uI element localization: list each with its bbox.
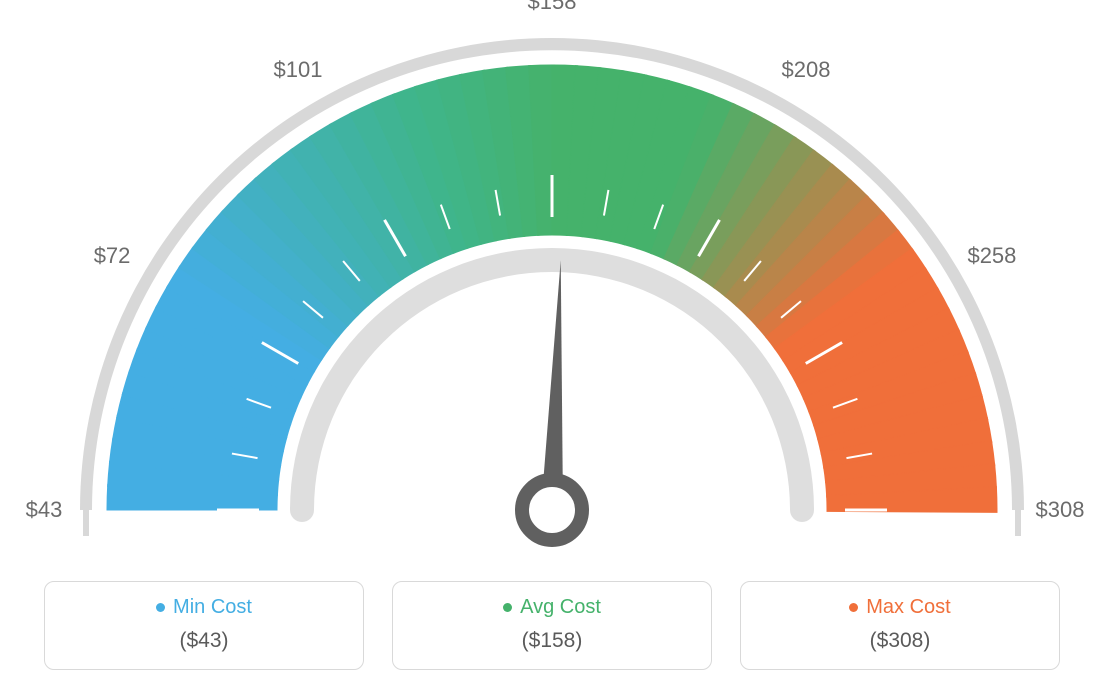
gauge-tick-label: $208 — [782, 57, 831, 83]
gauge-tick-label: $43 — [26, 497, 63, 523]
legend-title-min: Min Cost — [156, 596, 252, 619]
gauge-chart: $43 $72 $101 $158 $208 $258 $308 — [0, 0, 1104, 560]
legend-title-avg: Avg Cost — [503, 596, 601, 619]
gauge-tick-label: $308 — [1036, 497, 1085, 523]
gauge-tick-label: $258 — [967, 243, 1016, 269]
gauge-tick-label: $101 — [274, 57, 323, 83]
legend-dot-max — [849, 603, 858, 612]
gauge-tick-label: $158 — [528, 0, 577, 15]
gauge-svg — [0, 0, 1104, 560]
legend-label-max: Max Cost — [866, 596, 950, 619]
legend-title-max: Max Cost — [849, 596, 950, 619]
legend-label-min: Min Cost — [173, 596, 252, 619]
legend-card-min: Min Cost ($43) — [44, 581, 364, 670]
gauge-tick-label: $72 — [94, 243, 131, 269]
legend-dot-avg — [503, 603, 512, 612]
legend-label-avg: Avg Cost — [520, 596, 601, 619]
legend-value-avg: ($158) — [403, 629, 701, 653]
legend-card-max: Max Cost ($308) — [740, 581, 1060, 670]
legend-value-max: ($308) — [751, 629, 1049, 653]
legend-dot-min — [156, 603, 165, 612]
legend-card-avg: Avg Cost ($158) — [392, 581, 712, 670]
legend-row: Min Cost ($43) Avg Cost ($158) Max Cost … — [0, 581, 1104, 670]
legend-value-min: ($43) — [55, 629, 353, 653]
